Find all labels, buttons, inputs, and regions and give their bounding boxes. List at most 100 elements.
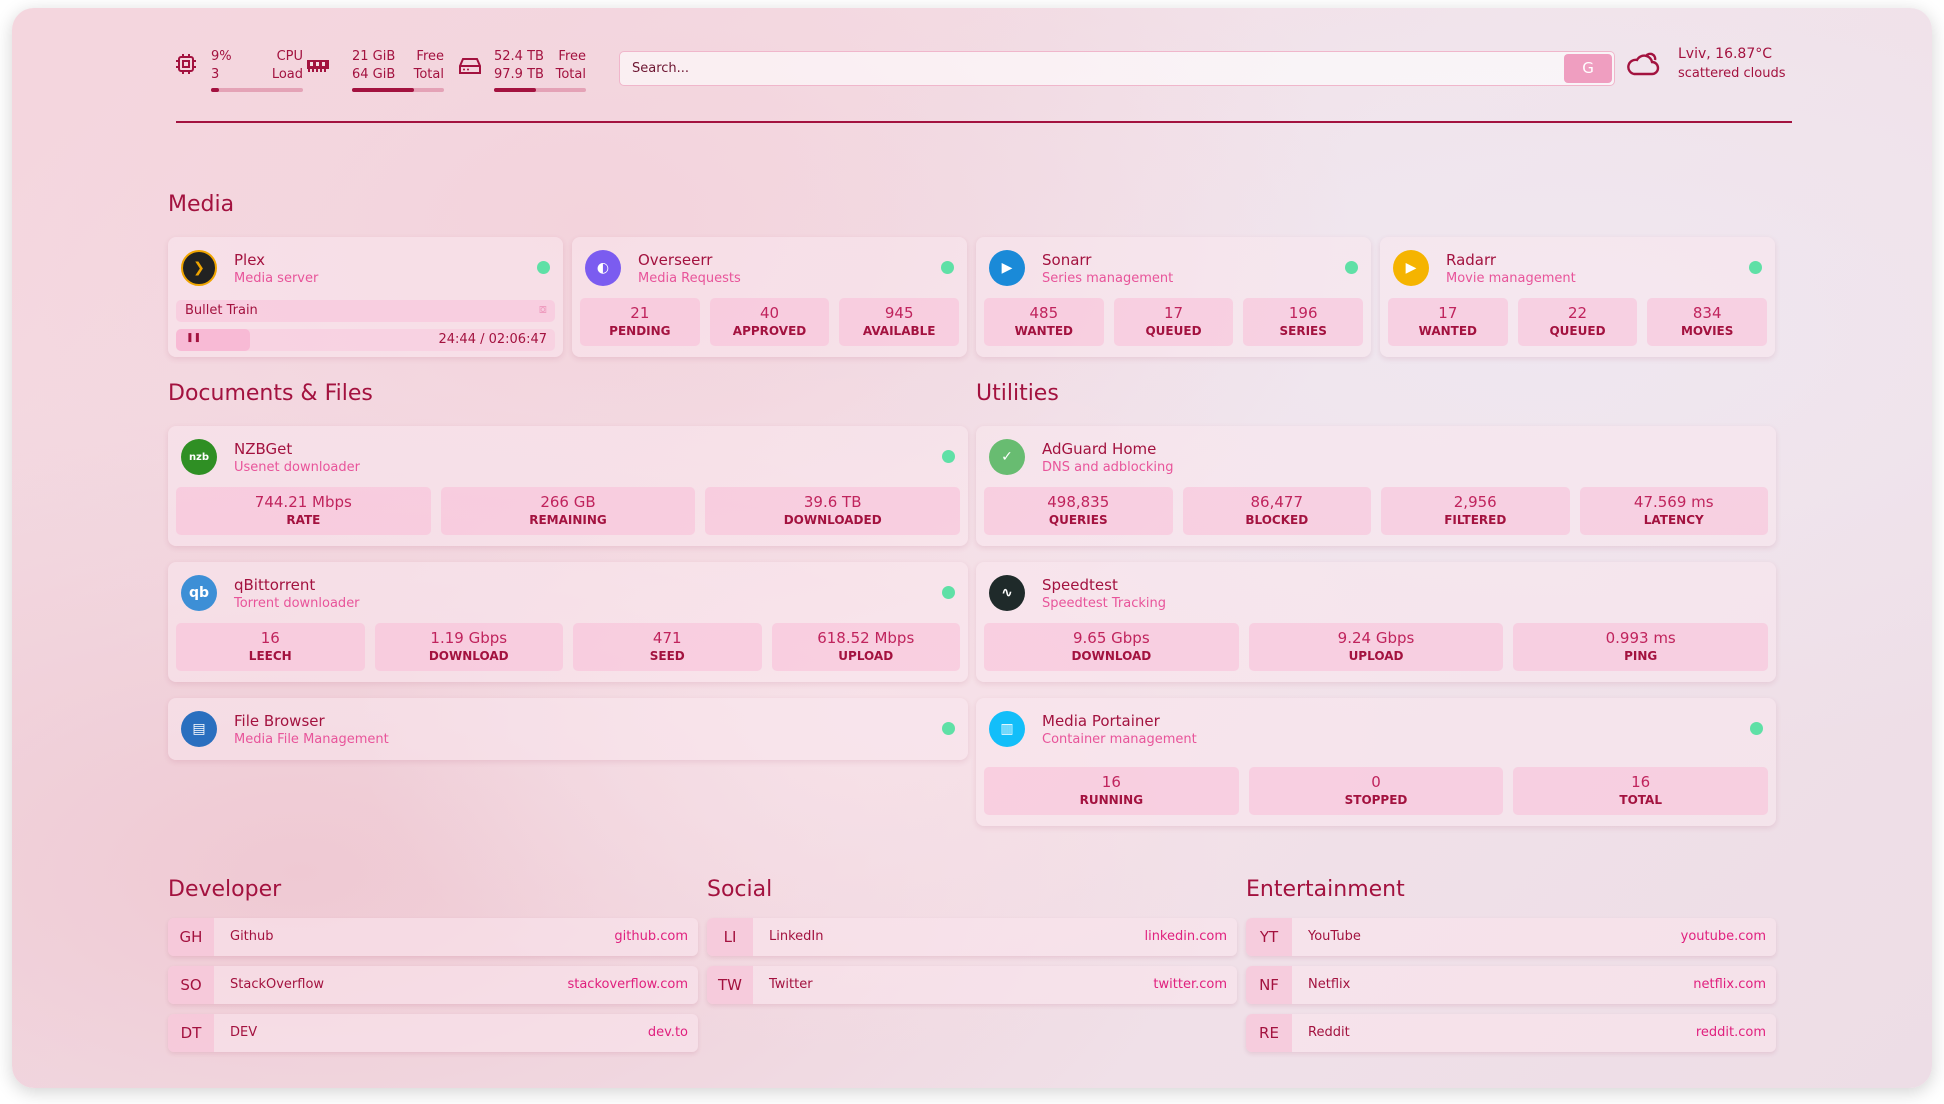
service-card-speedtest[interactable]: ∿ Speedtest Speedtest Tracking 9.65 Gbps DOW… <box>976 562 1776 682</box>
status-indicator <box>1749 261 1762 274</box>
stat-block: 834 MOVIES <box>1647 298 1768 346</box>
service-card-radarr[interactable]: ▶ Radarr Movie management 17 WANTED 22 QUEUED 8… <box>1380 237 1775 357</box>
stat-block: 16 LEECH <box>176 623 365 671</box>
service-card-qbittorrent[interactable]: qb qBittorrent Torrent downloader 16 LEECH 1.… <box>168 562 968 682</box>
stat-label: LATENCY <box>1643 513 1704 527</box>
stat-value: 9.65 Gbps <box>1073 629 1150 647</box>
service-name[interactable]: Plex <box>234 251 266 269</box>
bookmark-name[interactable]: Github <box>230 929 274 944</box>
bookmark-url[interactable]: linkedin.com <box>1144 929 1227 944</box>
dashboard: 9% 3 CPU Load 21 GiB 64 GiB Free Total 52.4 … <box>12 8 1932 1088</box>
section-social: Social <box>707 877 773 902</box>
stat-label: UPLOAD <box>1348 649 1404 663</box>
bookmark-abbr: YT <box>1246 918 1292 956</box>
service-card-overseerr[interactable]: ◐ Overseerr Media Requests 21 PENDING 40 APPRO… <box>572 237 967 357</box>
bookmark-linkedin[interactable]: LI LinkedIn linkedin.com <box>707 918 1237 956</box>
stat-block: 16 TOTAL <box>1513 767 1769 815</box>
service-name[interactable]: AdGuard Home <box>1042 440 1157 458</box>
bookmark-name[interactable]: Netflix <box>1308 977 1351 992</box>
service-name[interactable]: Sonarr <box>1042 251 1092 269</box>
service-card-nzbget[interactable]: nzb NZBGet Usenet downloader 744.21 Mbps RAT… <box>168 426 968 546</box>
stat-block: 618.52 Mbps UPLOAD <box>771 623 960 671</box>
playback-progress[interactable]: ❚❚ 24:44 / 02:06:47 <box>176 329 555 351</box>
stat-block: 40 APPROVED <box>709 298 830 346</box>
stat-block: 0.993 ms PING <box>1513 623 1769 671</box>
bookmark-url[interactable]: stackoverflow.com <box>567 977 688 992</box>
service-name[interactable]: NZBGet <box>234 440 293 458</box>
bookmark-url[interactable]: reddit.com <box>1695 1025 1766 1040</box>
stat-block: 86,477 BLOCKED <box>1182 487 1371 535</box>
stat-value: 17 <box>1438 304 1458 322</box>
nzbget-icon: nzb <box>181 439 217 475</box>
stat-block: 266 GB REMAINING <box>440 487 696 535</box>
stat-value: 945 <box>884 304 914 322</box>
bookmark-name[interactable]: Twitter <box>769 977 813 992</box>
stat-value: 17 <box>1163 304 1184 322</box>
stat-label: QUEUED <box>1145 324 1202 338</box>
bookmark-name[interactable]: LinkedIn <box>769 929 824 944</box>
service-name[interactable]: File Browser <box>234 712 325 730</box>
stat-value: 196 <box>1288 304 1318 322</box>
cpu-bar <box>211 88 303 92</box>
service-card-media-portainer[interactable]: ▥ Media Portainer Container management 16 RU… <box>976 698 1776 826</box>
stat-block: 17 WANTED <box>1388 298 1508 346</box>
service-description: Media Requests <box>638 271 741 286</box>
memory-value: 21 GiB <box>352 49 396 64</box>
cpu-label: CPU <box>276 49 303 64</box>
service-card-adguard-home[interactable]: ✓ AdGuard Home DNS and adblocking 498,835 QU… <box>976 426 1776 546</box>
stat-label: DOWNLOAD <box>428 649 509 663</box>
stat-label: SERIES <box>1279 324 1327 338</box>
service-stats: 16 RUNNING 0 STOPPED 16 TOTAL <box>984 767 1769 815</box>
bookmark-url[interactable]: github.com <box>614 929 688 944</box>
adguard-icon: ✓ <box>989 439 1025 475</box>
search-button[interactable]: G <box>1564 54 1612 83</box>
service-name[interactable]: Speedtest <box>1042 576 1118 594</box>
bookmark-stackoverflow[interactable]: SO StackOverflow stackoverflow.com <box>168 966 698 1004</box>
memory-total: 64 GiB <box>352 67 396 82</box>
service-description: Media server <box>234 271 319 286</box>
weather-condition: scattered clouds <box>1678 66 1786 81</box>
stat-label: TOTAL <box>1619 793 1662 807</box>
plex-icon: ❯ <box>181 250 217 286</box>
status-indicator <box>942 450 955 463</box>
stat-label: QUEUED <box>1549 324 1606 338</box>
stat-value: 2,956 <box>1453 493 1497 511</box>
bookmark-url[interactable]: netflix.com <box>1693 977 1766 992</box>
bookmark-name[interactable]: StackOverflow <box>230 977 325 992</box>
stat-value: 266 GB <box>540 493 596 511</box>
service-name[interactable]: Radarr <box>1446 251 1497 269</box>
bookmark-url[interactable]: youtube.com <box>1680 929 1766 944</box>
service-name[interactable]: Overseerr <box>638 251 713 269</box>
progress-fill <box>176 329 250 351</box>
service-name[interactable]: qBittorrent <box>234 576 316 594</box>
stat-block: 9.65 Gbps DOWNLOAD <box>984 623 1239 671</box>
bookmark-url[interactable]: twitter.com <box>1153 977 1227 992</box>
stat-block: 9.24 Gbps UPLOAD <box>1248 623 1504 671</box>
bookmark-github[interactable]: GH Github github.com <box>168 918 698 956</box>
service-card-sonarr[interactable]: ▶ Sonarr Series management 485 WANTED 17 QUEUE… <box>976 237 1371 357</box>
bookmark-youtube[interactable]: YT YouTube youtube.com <box>1246 918 1776 956</box>
pause-icon[interactable]: ❚❚ <box>186 333 202 343</box>
search-input[interactable]: Search... G <box>619 51 1615 86</box>
service-card-file-browser[interactable]: ▤ File Browser Media File Management <box>168 698 968 760</box>
stat-label: MOVIES <box>1680 324 1734 338</box>
bookmark-name[interactable]: DEV <box>230 1025 258 1040</box>
bookmark-abbr: RE <box>1246 1014 1292 1052</box>
stat-value: 86,477 <box>1250 493 1304 511</box>
bookmark-name[interactable]: YouTube <box>1308 929 1361 944</box>
bookmark-reddit[interactable]: RE Reddit reddit.com <box>1246 1014 1776 1052</box>
status-indicator <box>1750 722 1763 735</box>
bookmark-twitter[interactable]: TW Twitter twitter.com <box>707 966 1237 1004</box>
stat-label: WANTED <box>1418 324 1478 338</box>
bookmark-name[interactable]: Reddit <box>1308 1025 1350 1040</box>
bookmark-url[interactable]: dev.to <box>647 1025 688 1040</box>
status-indicator <box>942 722 955 735</box>
service-card-plex[interactable]: ❯ Plex Media server Bullet Train ⧇ ❚❚ 24:44 / … <box>168 237 563 357</box>
bookmark-abbr: LI <box>707 918 753 956</box>
status-indicator <box>942 586 955 599</box>
stat-value: 618.52 Mbps <box>817 629 915 647</box>
bookmark-netflix[interactable]: NF Netflix netflix.com <box>1246 966 1776 1004</box>
stat-value: 16 <box>260 629 280 647</box>
bookmark-dev[interactable]: DT DEV dev.to <box>168 1014 698 1052</box>
service-name[interactable]: Media Portainer <box>1042 712 1160 730</box>
